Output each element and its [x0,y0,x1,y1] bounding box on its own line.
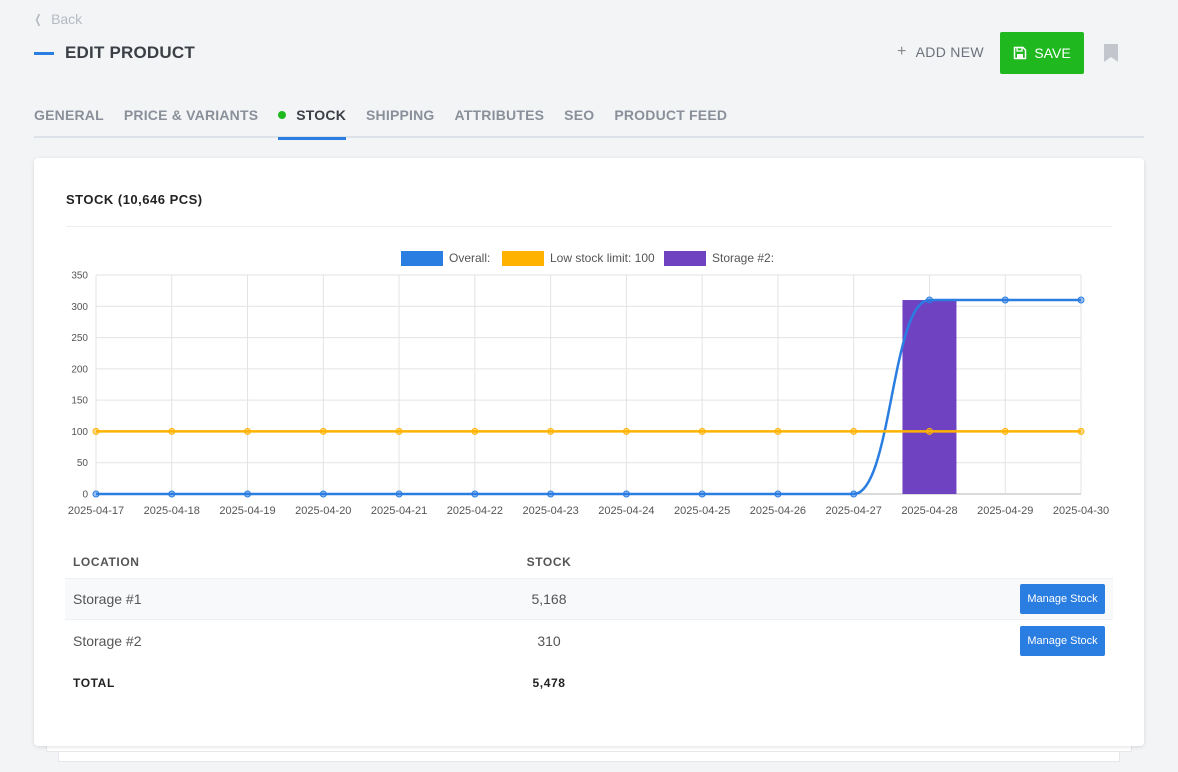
x-tick-label: 2025-04-24 [598,505,654,517]
tab-stock[interactable]: STOCK [278,104,347,140]
data-point [622,427,630,435]
y-tick-label: 250 [71,333,88,344]
data-point [168,490,176,498]
tab-seo[interactable]: SEO [564,107,595,123]
save-button[interactable]: SAVE [1000,32,1084,74]
data-point [395,427,403,435]
active-dot-icon [278,111,287,119]
data-point [774,490,782,498]
data-point [1001,427,1009,435]
tab-bar: GENERAL PRICE & VARIANTS STOCK SHIPPING … [34,104,1144,140]
y-tick-label: 100 [71,427,88,438]
tab-general[interactable]: GENERAL [34,107,104,123]
data-point [698,490,706,498]
x-tick-label: 2025-04-21 [371,505,427,517]
data-point [395,490,403,498]
data-point [319,427,327,435]
add-new-button[interactable]: + ADD NEW [897,43,984,61]
header-stock: STOCK [526,555,572,569]
row-location: Storage #2 [73,633,142,649]
add-new-label: ADD NEW [915,44,984,60]
page-title: EDIT PRODUCT [34,43,195,63]
stock-card: STOCK (10,646 PCS) 0 50 100 150 200 250 300 350… [34,158,1144,746]
card-title: STOCK (10,646 PCS) [66,192,203,207]
header-location: LOCATION [73,555,140,569]
back-label: Back [51,11,83,27]
manage-stock-button[interactable]: Manage Stock [1020,626,1105,656]
data-point [1001,296,1009,304]
x-tick-label: 2025-04-22 [447,505,503,517]
divider [66,226,1112,227]
data-point [774,427,782,435]
legend-swatch [401,251,443,266]
series-line [96,298,1081,496]
manage-stock-button[interactable]: Manage Stock [1020,584,1105,614]
back-link[interactable]: ❮ Back [33,11,83,27]
data-point [1077,296,1085,304]
total-label: TOTAL [73,676,115,690]
data-point [1077,427,1085,435]
x-tick-label: 2025-04-23 [522,505,578,517]
legend-label: Overall: [449,251,490,265]
y-tick-label: 200 [71,364,88,375]
chevron-left-icon: ❮ [34,12,42,26]
table-row: Storage #2 310 Manage Stock [65,620,1113,662]
data-point [925,427,933,435]
data-point [471,490,479,498]
y-tick-label: 50 [77,458,89,469]
stock-chart: 0 50 100 150 200 250 300 350 2025-04-17 2025-04-1… [68,251,1109,517]
data-point [622,490,630,498]
data-point [244,490,252,498]
legend-swatch [502,251,544,266]
tab-product-feed[interactable]: PRODUCT FEED [614,107,728,123]
data-point [547,490,555,498]
legend-label: Storage #2: [712,251,774,265]
y-tick-label: 150 [71,396,88,407]
table-total-row: TOTAL 5,478 [65,662,1113,704]
x-tick-label: 2025-04-18 [144,505,200,517]
bookmark-icon[interactable] [1104,44,1118,62]
x-tick-label: 2025-04-19 [219,505,275,517]
data-point [850,490,858,498]
data-point [168,427,176,435]
x-tick-label: 2025-04-27 [826,505,882,517]
x-tick-label: 2025-04-25 [674,505,730,517]
page-title-text: EDIT PRODUCT [65,43,195,62]
x-tick-label: 2025-04-29 [977,505,1033,517]
data-point [547,427,555,435]
table-row: Storage #1 5,168 Manage Stock [65,578,1113,620]
row-stock: 310 [537,633,561,649]
tab-attributes[interactable]: ATTRIBUTES [454,107,545,123]
data-point [92,490,100,498]
data-point [698,427,706,435]
x-tick-label: 2025-04-28 [901,505,957,517]
row-location: Storage #1 [73,591,142,607]
title-accent-dash [34,51,54,55]
tab-shipping[interactable]: SHIPPING [366,107,435,123]
x-tick-label: 2025-04-30 [1053,505,1109,517]
data-point [319,490,327,498]
x-tick-label: 2025-04-26 [750,505,806,517]
stock-table: LOCATION STOCK Storage #1 5,168 Manage S… [65,546,1113,704]
save-label: SAVE [1034,45,1071,61]
tab-price-variants[interactable]: PRICE & VARIANTS [123,107,259,123]
data-point [925,296,933,304]
table-header-row: LOCATION STOCK [65,546,1113,578]
legend-swatch [664,251,706,266]
y-tick-label: 300 [71,302,88,313]
total-stock: 5,478 [532,676,566,690]
x-tick-label: 2025-04-17 [68,505,124,517]
floppy-disk-icon [1014,46,1027,60]
data-point [471,427,479,435]
data-point [92,427,100,435]
data-point [244,427,252,435]
row-stock: 5,168 [531,591,567,607]
plus-icon: + [897,43,907,60]
y-tick-label: 350 [71,271,88,282]
y-tick-label: 0 [82,490,88,501]
x-tick-label: 2025-04-20 [295,505,351,517]
legend-label: Low stock limit: 100 [550,251,655,265]
bar [902,300,957,494]
data-point [850,427,858,435]
